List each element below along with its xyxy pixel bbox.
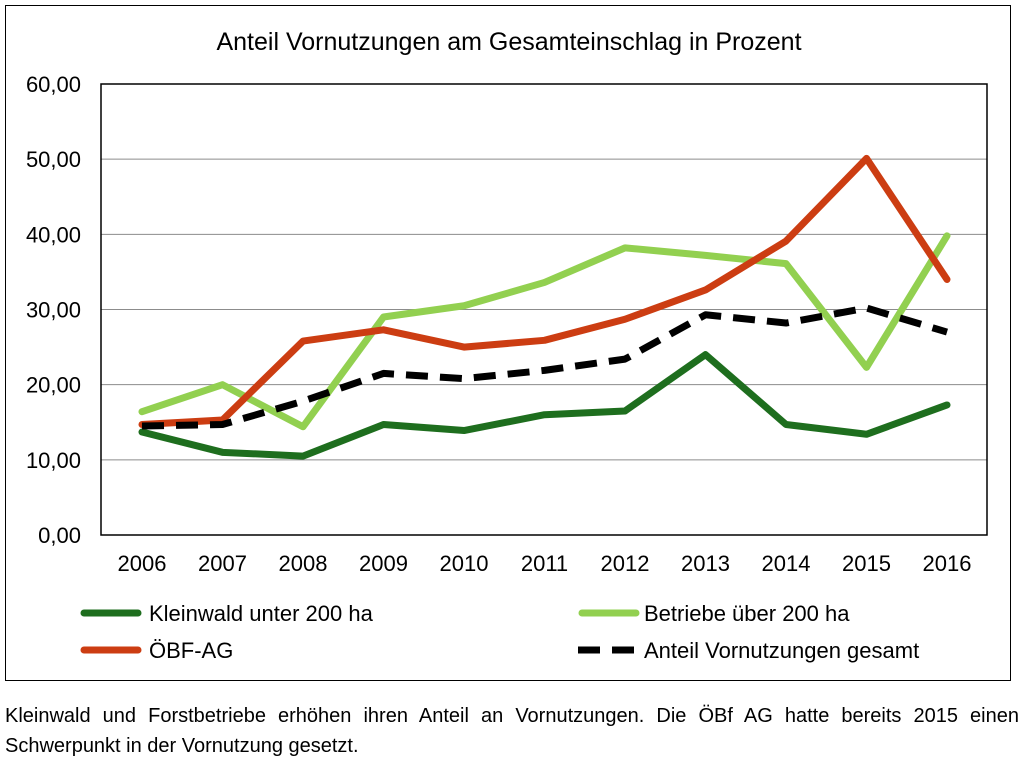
- x-tick-label: 2015: [842, 551, 891, 576]
- x-tick-label: 2012: [601, 551, 650, 576]
- y-tick-label: 60,00: [26, 72, 81, 97]
- plot-area: [100, 83, 988, 536]
- series-line-0: [138, 351, 951, 460]
- y-axis-ticks: 0,00 10,00 20,00 30,00 40,00 50,00 60,00: [26, 72, 81, 548]
- x-tick-label: 2007: [198, 551, 247, 576]
- chart-title: Anteil Vornutzungen am Gesamteinschlag i…: [216, 28, 801, 56]
- x-tick-label: 2011: [521, 551, 568, 576]
- line-chart: Anteil Vornutzungen am Gesamteinschlag i…: [26, 28, 988, 663]
- legend: Kleinwald unter 200 ha Betriebe über 200 …: [80, 601, 919, 663]
- x-tick-label: 2010: [440, 551, 489, 576]
- y-tick-label: 20,00: [26, 373, 81, 398]
- x-tick-label: 2009: [359, 551, 408, 576]
- gridlines: [101, 158, 987, 461]
- figure-caption: Kleinwald und Forstbetriebe erhöhen ihre…: [5, 705, 1019, 757]
- x-tick-label: 2006: [118, 551, 167, 576]
- y-tick-label: 10,00: [26, 448, 81, 473]
- series-line-2: [138, 154, 951, 429]
- y-tick-label: 40,00: [26, 222, 81, 247]
- legend-label-3: Anteil Vornutzungen gesamt: [644, 638, 919, 663]
- series-line-3: [141, 304, 949, 430]
- series-line-1: [138, 232, 951, 431]
- x-axis-ticks: 2006 2007 2008 2009 2010 2011 2012 2013 2014 2015…: [118, 551, 972, 576]
- y-tick-label: 50,00: [26, 147, 81, 172]
- x-tick-label: 2008: [279, 551, 328, 576]
- series-lines: [138, 154, 951, 460]
- x-tick-label: 2016: [923, 551, 972, 576]
- legend-label-2: ÖBF-AG: [149, 638, 233, 663]
- x-tick-label: 2013: [681, 551, 730, 576]
- y-tick-label: 30,00: [26, 298, 81, 323]
- legend-label-0: Kleinwald unter 200 ha: [149, 601, 374, 626]
- x-tick-label: 2014: [762, 551, 811, 576]
- y-tick-label: 0,00: [38, 523, 81, 548]
- legend-label-1: Betriebe über 200 ha: [644, 601, 850, 626]
